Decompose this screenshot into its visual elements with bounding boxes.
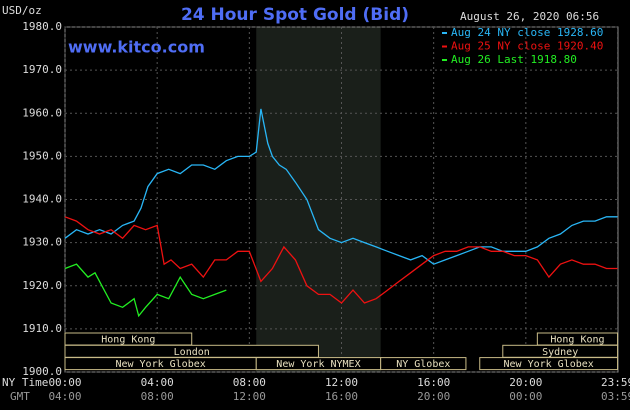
x-tick-label: 08:00 [233,376,266,389]
x-tick-label: 16:00 [417,376,450,389]
session-shade [256,27,381,372]
legend-label: Aug 24 NY close 1928.60 [451,26,603,39]
x2-tick-label: 00:00 [509,390,542,403]
x-axis-label: NY Time [2,376,48,389]
legend-label: Aug 25 NY close 1920.40 [451,40,603,53]
x2-tick-label: 16:00 [325,390,358,403]
x2-tick-label: 03:59 [601,390,630,403]
session-label: New York Globex [503,359,593,370]
x2-tick-label: 04:00 [48,390,81,403]
session-label: Hong Kong [101,335,155,346]
y-tick-label: 1900.0 [22,365,62,378]
x-tick-label: 20:00 [509,376,542,389]
session-label: New York NYMEX [276,359,360,370]
session-label: NY Globex [396,359,450,370]
session-label: New York Globex [115,359,205,370]
x-tick-label: 04:00 [141,376,174,389]
x-tick-label: 23:59 [601,376,630,389]
y-tick-label: 1940.0 [22,193,62,206]
series-line [64,263,227,318]
y-tick-label: 1930.0 [22,236,62,249]
timestamp: August 26, 2020 06:56 [460,10,599,23]
series-line [64,108,618,265]
y-tick-label: 1960.0 [22,106,62,119]
session-bar [380,357,467,371]
chart-title: 24 Hour Spot Gold (Bid) [181,5,409,25]
y-tick-label: 1970.0 [22,63,62,76]
legend-swatch [442,59,447,61]
legend-swatch [442,32,447,34]
watermark: www.kitco.com [68,38,205,57]
legend-swatch [442,45,447,48]
y-tick-label: 1980.0 [22,20,62,33]
x2-tick-label: 12:00 [233,390,266,403]
y-tick-label: 1920.0 [22,279,62,292]
y-tick-label: 1910.0 [22,322,62,335]
session-label: London [174,347,210,358]
y-axis-label: USD/oz [2,4,42,17]
x-tick-label: 12:00 [325,376,358,389]
legend-label: Aug 26 Last 1918.80 [451,53,577,66]
session-label: Hong Kong [550,335,604,346]
session-bar [479,357,619,371]
x2-axis-label: GMT [10,390,30,403]
x-tick-label: 00:00 [48,376,81,389]
series-line [64,216,618,304]
y-tick-label: 1950.0 [22,149,62,162]
session-label: Sydney [542,347,578,358]
x2-tick-label: 20:00 [417,390,450,403]
x2-tick-label: 08:00 [141,390,174,403]
